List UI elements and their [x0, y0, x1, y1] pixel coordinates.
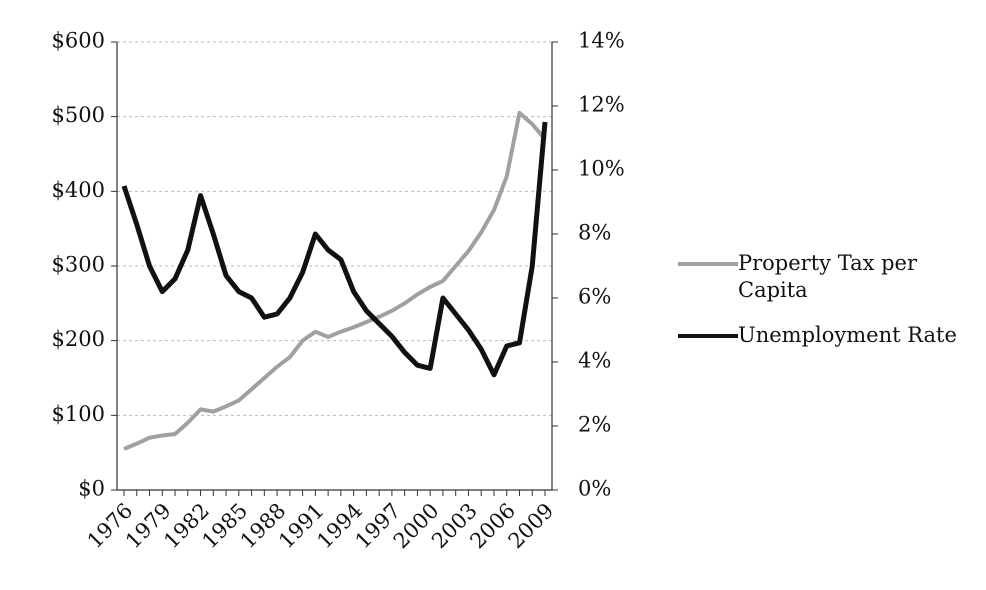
y2-tick-label: 2%	[578, 413, 611, 437]
legend-label: Property Tax per Capita	[738, 251, 918, 302]
y2-tick-label: 8%	[578, 221, 611, 245]
y-tick-label: $200	[52, 327, 105, 351]
y2-tick-label: 10%	[578, 157, 625, 181]
y-tick-label: $300	[52, 253, 105, 277]
legend-entry: Unemployment Rate	[678, 322, 978, 349]
y-tick-label: $600	[52, 29, 105, 53]
legend-swatch	[678, 334, 738, 338]
y-tick-label: $0	[78, 477, 105, 501]
y2-tick-label: 4%	[578, 349, 611, 373]
y2-tick-label: 6%	[578, 285, 611, 309]
line-series	[121, 121, 548, 378]
y2-tick-label: 0%	[578, 477, 611, 501]
y2-tick-label: 12%	[578, 93, 625, 117]
legend-label: Unemployment Rate	[738, 323, 957, 347]
y-tick-label: $400	[52, 178, 105, 202]
legend-entry: Property Tax per Capita	[678, 250, 978, 304]
x-tick-label: 2009	[504, 498, 559, 553]
y-tick-label: $100	[52, 402, 105, 426]
legend-swatch	[678, 262, 738, 266]
legend: Property Tax per Capita Unemployment Rate	[678, 250, 978, 367]
y-tick-label: $500	[52, 103, 105, 127]
y2-tick-label: 14%	[578, 29, 625, 53]
line-series	[123, 110, 547, 451]
